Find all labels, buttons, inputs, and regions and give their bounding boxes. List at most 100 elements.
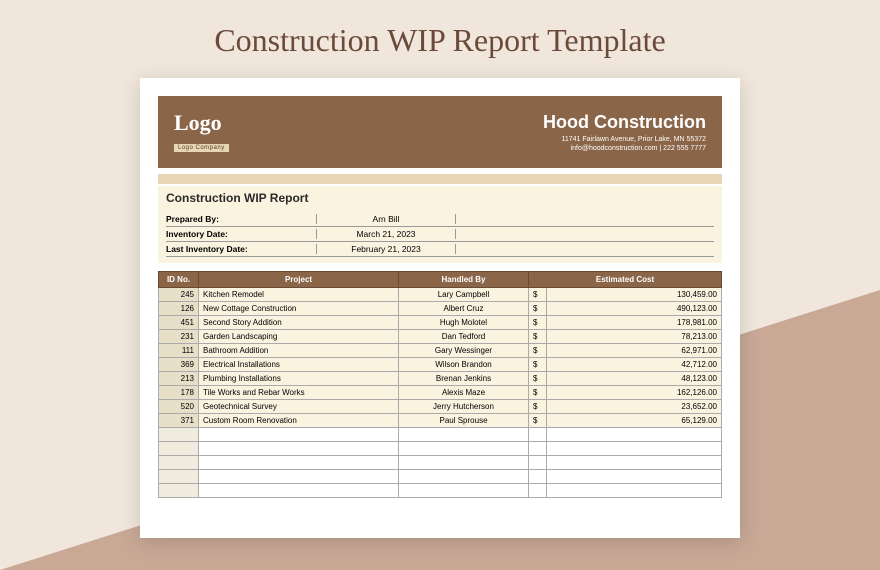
company-address: 11741 Fairlawn Avenue, Prior Lake, MN 55… xyxy=(543,136,706,143)
cell-empty xyxy=(199,456,399,470)
cell-cost: 162,126.00 xyxy=(547,386,722,400)
cell-project: Geotechnical Survey xyxy=(199,400,399,414)
cell-id: 451 xyxy=(159,316,199,330)
cell-cost: 490,123.00 xyxy=(547,302,722,316)
cell-cost: 130,459.00 xyxy=(547,288,722,302)
cell-empty xyxy=(399,484,529,498)
meta-row: Prepared By:Arn Bill xyxy=(166,212,714,227)
page-title: Construction WIP Report Template xyxy=(0,22,880,59)
cell-cost: 48,123.00 xyxy=(547,372,722,386)
cell-currency: $ xyxy=(529,372,547,386)
cell-empty xyxy=(547,442,722,456)
cell-empty xyxy=(159,470,199,484)
meta-label: Last Inventory Date: xyxy=(166,244,316,254)
cell-handled: Paul Sprouse xyxy=(399,414,529,428)
cell-empty xyxy=(199,484,399,498)
table-row-empty xyxy=(159,470,722,484)
cell-project: Plumbing Installations xyxy=(199,372,399,386)
cell-project: Tile Works and Rebar Works xyxy=(199,386,399,400)
cell-empty xyxy=(399,428,529,442)
cell-empty xyxy=(529,428,547,442)
cell-id: 231 xyxy=(159,330,199,344)
meta-label: Inventory Date: xyxy=(166,229,316,239)
logo-text: Logo xyxy=(174,110,229,136)
cell-id: 213 xyxy=(159,372,199,386)
cell-currency: $ xyxy=(529,316,547,330)
meta-label: Prepared By: xyxy=(166,214,316,224)
table-row: 451Second Story AdditionHugh Molotel$178… xyxy=(159,316,722,330)
cell-empty xyxy=(159,428,199,442)
cell-handled: Dan Tedford xyxy=(399,330,529,344)
col-header-cost: Estimated Cost xyxy=(529,272,722,288)
cell-cost: 42,712.00 xyxy=(547,358,722,372)
col-header-id: ID No. xyxy=(159,272,199,288)
table-row: 178Tile Works and Rebar WorksAlexis Maze… xyxy=(159,386,722,400)
cell-id: 245 xyxy=(159,288,199,302)
cell-empty xyxy=(547,470,722,484)
company-info: Hood Construction 11741 Fairlawn Avenue,… xyxy=(543,112,706,152)
cell-cost: 178,981.00 xyxy=(547,316,722,330)
accent-strip xyxy=(158,174,722,184)
cell-currency: $ xyxy=(529,302,547,316)
meta-value: Arn Bill xyxy=(316,214,456,224)
table-row-empty xyxy=(159,442,722,456)
table-row: 369Electrical InstallationsWilson Brando… xyxy=(159,358,722,372)
report-title: Construction WIP Report xyxy=(158,186,722,210)
col-header-handled: Handled By xyxy=(399,272,529,288)
table-row: 231Garden LandscapingDan Tedford$78,213.… xyxy=(159,330,722,344)
table-row: 213Plumbing InstallationsBrenan Jenkins$… xyxy=(159,372,722,386)
logo-subtext: Logo Company xyxy=(174,144,229,152)
cell-empty xyxy=(159,456,199,470)
cell-empty xyxy=(199,428,399,442)
cell-empty xyxy=(529,470,547,484)
meta-value: February 21, 2023 xyxy=(316,244,456,254)
cell-empty xyxy=(199,470,399,484)
cell-currency: $ xyxy=(529,288,547,302)
table-row-empty xyxy=(159,428,722,442)
cell-project: Bathroom Addition xyxy=(199,344,399,358)
cell-cost: 65,129.00 xyxy=(547,414,722,428)
meta-row: Last Inventory Date:February 21, 2023 xyxy=(166,242,714,257)
cell-id: 371 xyxy=(159,414,199,428)
header-bar: Logo Logo Company Hood Construction 1174… xyxy=(158,96,722,168)
cell-handled: Hugh Molotel xyxy=(399,316,529,330)
company-name: Hood Construction xyxy=(543,112,706,133)
table-row: 245Kitchen RemodelLary Campbell$130,459.… xyxy=(159,288,722,302)
table-row: 111Bathroom AdditionGary Wessinger$62,97… xyxy=(159,344,722,358)
table-row: 371Custom Room RenovationPaul Sprouse$65… xyxy=(159,414,722,428)
cell-currency: $ xyxy=(529,344,547,358)
table-row-empty xyxy=(159,456,722,470)
col-header-project: Project xyxy=(199,272,399,288)
cell-empty xyxy=(399,470,529,484)
table-header-row: ID No. Project Handled By Estimated Cost xyxy=(159,272,722,288)
cell-id: 111 xyxy=(159,344,199,358)
cell-handled: Wilson Brandon xyxy=(399,358,529,372)
cell-empty xyxy=(199,442,399,456)
logo-box: Logo Logo Company xyxy=(174,110,229,154)
company-contact: info@hoodconstruction.com | 222 555 7777 xyxy=(543,145,706,152)
cell-handled: Gary Wessinger xyxy=(399,344,529,358)
cell-project: Garden Landscaping xyxy=(199,330,399,344)
table-row: 126New Cottage ConstructionAlbert Cruz$4… xyxy=(159,302,722,316)
cell-empty xyxy=(529,456,547,470)
cell-currency: $ xyxy=(529,330,547,344)
cell-id: 520 xyxy=(159,400,199,414)
cell-empty xyxy=(159,442,199,456)
cell-handled: Lary Campbell xyxy=(399,288,529,302)
meta-row: Inventory Date:March 21, 2023 xyxy=(166,227,714,242)
table-row: 520Geotechnical SurveyJerry Hutcherson$2… xyxy=(159,400,722,414)
cell-cost: 23,652.00 xyxy=(547,400,722,414)
cell-project: Electrical Installations xyxy=(199,358,399,372)
cell-currency: $ xyxy=(529,400,547,414)
cell-handled: Alexis Maze xyxy=(399,386,529,400)
cell-empty xyxy=(547,484,722,498)
cell-cost: 62,971.00 xyxy=(547,344,722,358)
cell-id: 126 xyxy=(159,302,199,316)
cell-empty xyxy=(547,456,722,470)
cell-currency: $ xyxy=(529,414,547,428)
cell-handled: Brenan Jenkins xyxy=(399,372,529,386)
cell-handled: Jerry Hutcherson xyxy=(399,400,529,414)
cell-handled: Albert Cruz xyxy=(399,302,529,316)
cell-empty xyxy=(529,442,547,456)
wip-table: ID No. Project Handled By Estimated Cost… xyxy=(158,271,722,498)
